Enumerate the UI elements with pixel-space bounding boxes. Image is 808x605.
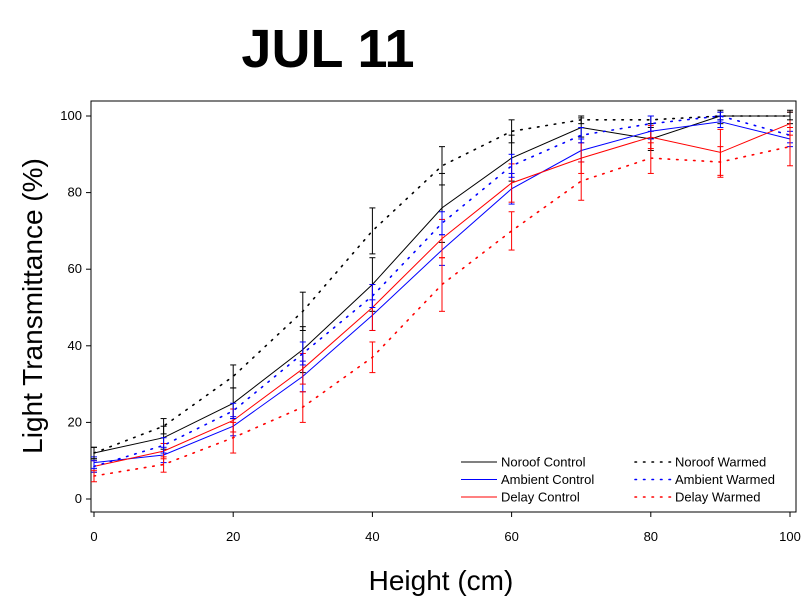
error-bar [299, 291, 306, 331]
legend-label: Delay Warmed [675, 490, 760, 505]
error-bar [369, 207, 376, 255]
x-tick-label: 20 [226, 529, 240, 544]
error-bar [91, 446, 97, 460]
y-axis-title: Light Transmittance (%) [17, 158, 48, 454]
error-bar [160, 456, 167, 473]
error-bar [91, 469, 97, 483]
legend-label: Ambient Warmed [675, 472, 775, 487]
y-tick-label: 20 [68, 414, 82, 429]
error-bar [787, 111, 793, 121]
y-tick-label: 60 [68, 261, 82, 276]
x-axis-title: Height (cm) [369, 565, 514, 596]
legend-item: Delay Control [461, 490, 580, 505]
legend: Noroof Control Ambient Control Delay Contr… [461, 455, 775, 505]
y-tick-label: 80 [68, 185, 82, 200]
error-bar [717, 111, 724, 121]
x-tick-label: 100 [779, 529, 801, 544]
legend-label: Noroof Control [501, 455, 586, 470]
legend-label: Ambient Control [501, 472, 594, 487]
error-bar [578, 161, 585, 201]
error-bar [578, 115, 585, 125]
error-bar [439, 211, 445, 236]
y-axis: 0 20 40 60 80 100 [60, 108, 91, 506]
error-bar [230, 402, 237, 420]
legend-label: Delay Control [501, 490, 580, 505]
legend-item: Noroof Control [461, 455, 586, 470]
x-tick-label: 40 [365, 529, 379, 544]
error-bar [299, 341, 306, 366]
error-bar [717, 146, 724, 178]
x-tick-label: 60 [504, 529, 518, 544]
error-bar [369, 284, 376, 308]
legend-label: Noroof Warmed [675, 455, 766, 470]
legend-item: Delay Warmed [634, 490, 760, 505]
error-bar [508, 211, 515, 251]
error-bar [439, 146, 445, 186]
error-bar [578, 126, 585, 144]
error-bar [160, 437, 167, 454]
series-line-noroof-warmed [93, 115, 791, 454]
error-bar [160, 418, 167, 435]
error-bar [230, 364, 237, 389]
y-tick-label: 0 [75, 491, 82, 506]
series-delay-warmed [91, 126, 793, 483]
error-bar [647, 142, 654, 174]
legend-item: Noroof Warmed [634, 455, 766, 470]
x-tick-label: 80 [644, 529, 658, 544]
y-tick-label: 100 [60, 108, 82, 123]
error-bar [230, 421, 237, 454]
plot-frame [90, 100, 797, 513]
error-bar [299, 391, 306, 423]
error-bar [439, 257, 445, 312]
legend-item: Ambient Warmed [634, 472, 775, 487]
error-bar [369, 341, 376, 374]
error-bar [787, 126, 793, 167]
y-tick-label: 40 [68, 338, 82, 353]
error-bar [508, 153, 515, 178]
chart-title: JUL 11 [241, 19, 414, 79]
series-layer [91, 109, 793, 483]
x-tick-label: 0 [90, 529, 97, 544]
error-bar [508, 119, 515, 144]
legend-item: Ambient Control [461, 472, 594, 487]
error-bar [647, 115, 654, 132]
x-axis: 0 20 40 60 80 100 [90, 512, 801, 544]
